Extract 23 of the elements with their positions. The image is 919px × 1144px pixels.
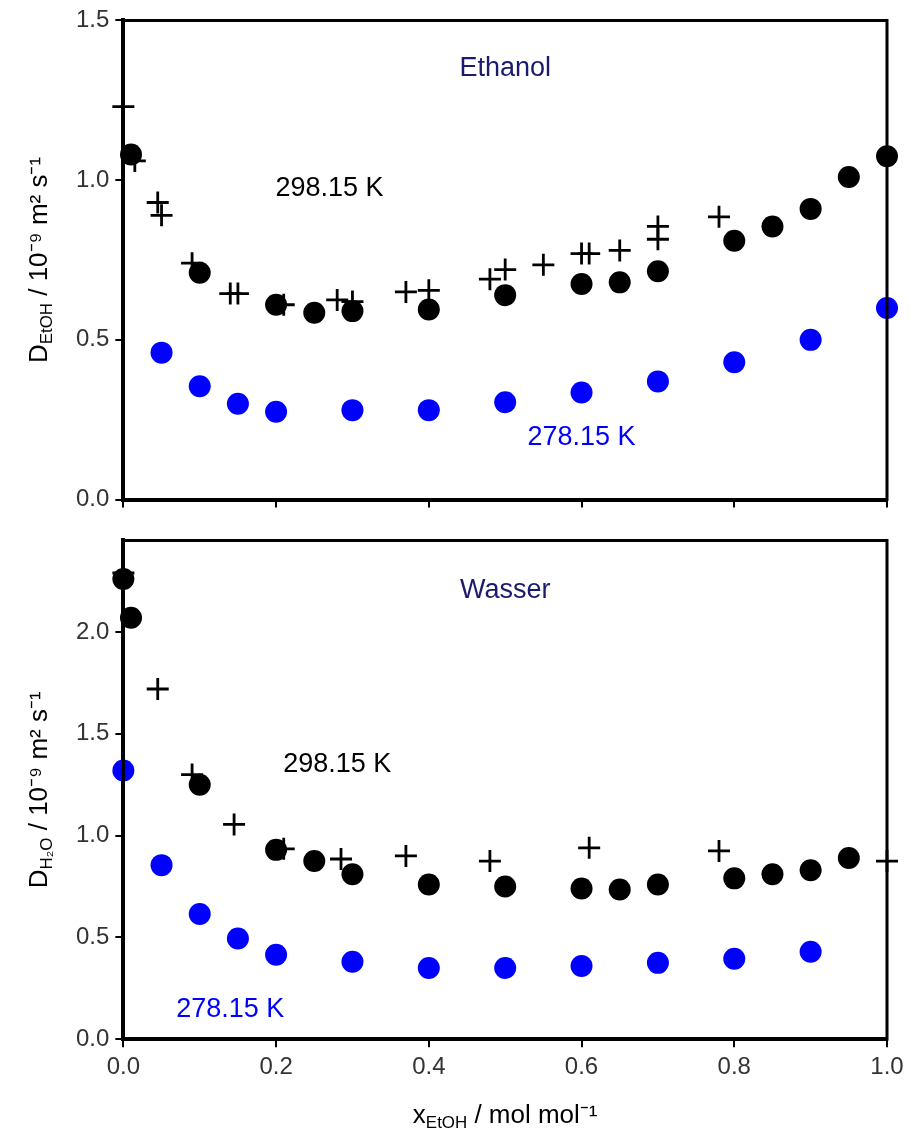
series-label: 278.15 K	[527, 420, 636, 451]
x-tick-label: 1.0	[870, 1052, 904, 1080]
series-label: 278.15 K	[176, 992, 285, 1023]
x-tick-label: 0.6	[564, 1052, 599, 1080]
x-tick-label: 0.4	[412, 1052, 446, 1080]
y-axis-title: DEtOH / 10⁻⁹ m² s⁻¹	[23, 156, 57, 364]
y-axis-title: DH₂O / 10⁻⁹ m² s⁻¹	[23, 691, 57, 889]
text: Ethanol	[459, 51, 551, 82]
y-tick-label: 1.0	[75, 820, 110, 848]
text: 298.15 K	[275, 171, 384, 202]
x-tick-label: 0.2	[259, 1052, 293, 1080]
y-tick-label: 1.5	[75, 5, 110, 33]
x-tick-label: 0.8	[717, 1052, 751, 1080]
text: 298.15 K	[283, 748, 392, 779]
text: Wasser	[459, 573, 551, 604]
y-tick-label: 0.5	[75, 324, 110, 352]
y-tick-label: 0.0	[75, 484, 110, 512]
y-tick-label: 0.0	[75, 1023, 110, 1051]
y-tick-label: 0.5	[75, 922, 110, 950]
y-tick-label: 1.0	[75, 164, 110, 192]
y-tick-label: 1.5	[75, 718, 110, 746]
x-tick-label: 0.0	[106, 1052, 141, 1080]
y-tick-label: 2.0	[75, 616, 110, 644]
